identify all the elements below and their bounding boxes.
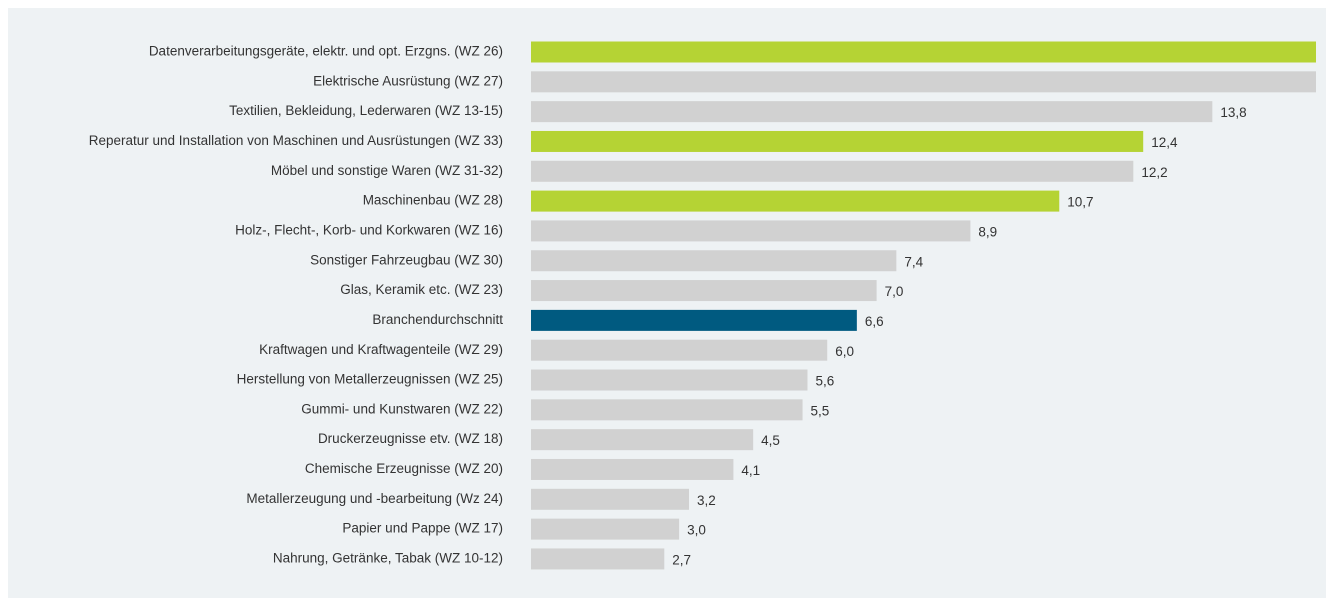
bar <box>531 458 734 480</box>
category-label: Nahrung, Getränke, Tabak (WZ 10-12) <box>273 551 503 566</box>
category-label: Kraftwagen und Kraftwagenteile (WZ 29) <box>259 342 503 357</box>
bar <box>531 130 1144 152</box>
category-label: Holz-, Flecht-, Korb- und Korkwaren (WZ … <box>235 222 503 237</box>
category-label: Datenverarbeitungsgeräte, elektr. und op… <box>149 44 503 59</box>
category-label: Chemische Erzeugnisse (WZ 20) <box>305 461 503 476</box>
value-label: 6,6 <box>865 314 884 329</box>
value-label: 3,0 <box>687 523 706 538</box>
category-label: Metallerzeugung und -bearbeitung (Wz 24) <box>246 491 503 506</box>
value-label: 5,5 <box>811 403 830 418</box>
category-label: Papier und Pappe (WZ 17) <box>342 521 503 536</box>
value-label: 12,2 <box>1141 165 1167 180</box>
value-label: 10,7 <box>1067 195 1093 210</box>
bar <box>531 160 1134 182</box>
category-label: Textilien, Bekleidung, Lederwaren (WZ 13… <box>229 103 503 118</box>
value-label: 4,1 <box>741 463 760 478</box>
value-label: 3,2 <box>697 493 716 508</box>
category-label: Sonstiger Fahrzeugbau (WZ 30) <box>310 252 503 267</box>
value-label: 13,8 <box>1220 105 1246 120</box>
value-label: 2,7 <box>672 553 691 568</box>
category-label: Herstellung von Metallerzeugnissen (WZ 2… <box>237 372 503 387</box>
bar <box>531 41 1316 63</box>
bar <box>531 101 1213 123</box>
bar <box>531 548 665 570</box>
bar <box>531 280 877 302</box>
bar <box>531 190 1060 212</box>
bar <box>531 339 828 361</box>
value-label: 7,0 <box>885 284 904 299</box>
value-label: 7,4 <box>904 254 923 269</box>
bar <box>531 488 689 510</box>
category-label: Möbel und sonstige Waren (WZ 31-32) <box>271 163 503 178</box>
value-label: 6,0 <box>835 344 854 359</box>
bar <box>531 309 857 331</box>
value-label: 12,4 <box>1151 135 1178 150</box>
bar <box>531 71 1316 93</box>
bar <box>531 220 971 242</box>
bar <box>531 429 754 451</box>
category-label: Branchendurchschnitt <box>372 312 503 327</box>
bar <box>531 518 680 540</box>
category-label: Reperatur und Installation von Maschinen… <box>89 133 503 148</box>
category-label: Glas, Keramik etc. (WZ 23) <box>340 282 503 297</box>
bar <box>531 399 803 421</box>
category-label: Gummi- und Kunstwaren (WZ 22) <box>301 401 503 416</box>
value-label: 4,5 <box>761 433 780 448</box>
category-label: Druckerzeugnisse etv. (WZ 18) <box>318 431 503 446</box>
category-label: Maschinenbau (WZ 28) <box>363 193 503 208</box>
bar <box>531 369 808 391</box>
value-label: 5,6 <box>815 374 834 389</box>
bar <box>531 250 897 272</box>
value-label: 8,9 <box>978 224 997 239</box>
category-label: Elektrische Ausrüstung (WZ 27) <box>313 73 503 88</box>
